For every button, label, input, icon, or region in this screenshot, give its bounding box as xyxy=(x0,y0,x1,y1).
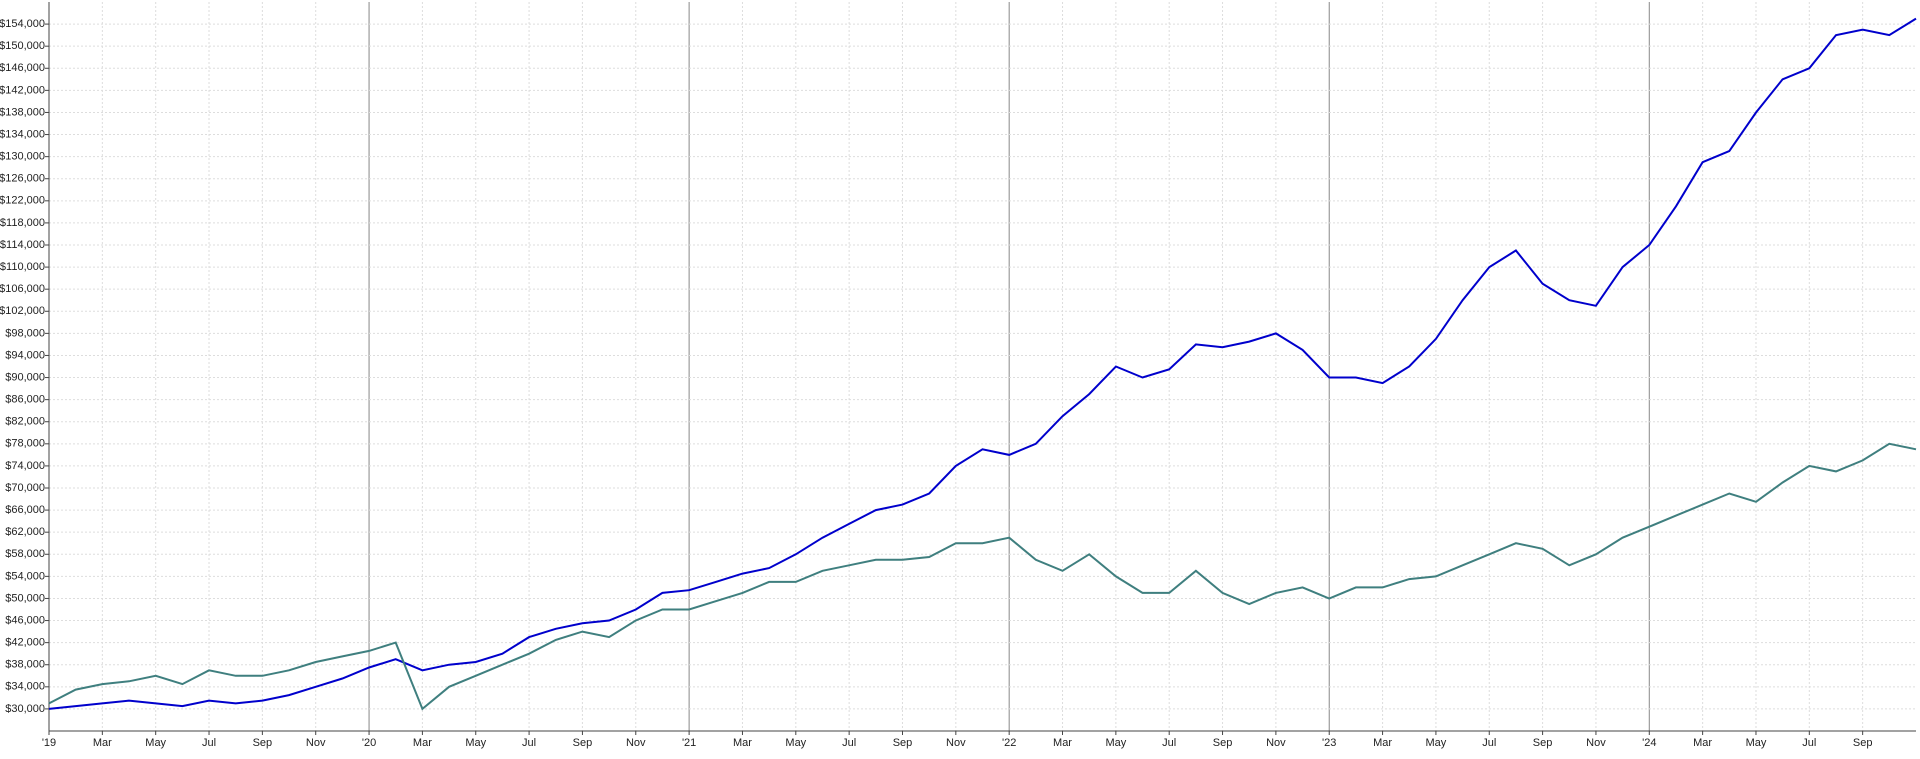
x-tick-label: Jul xyxy=(202,737,216,749)
y-tick-label: $122,000 xyxy=(0,195,45,207)
y-tick-label: $146,000 xyxy=(0,62,45,74)
y-tick-label: $142,000 xyxy=(0,84,45,96)
y-tick-label: $50,000 xyxy=(5,592,45,604)
x-tick-label: Mar xyxy=(1373,737,1392,749)
y-tick-label: $106,000 xyxy=(0,283,45,295)
x-tick-label: '24 xyxy=(1642,737,1656,749)
y-tick-label: $82,000 xyxy=(5,416,45,428)
y-tick-label: $94,000 xyxy=(5,349,45,361)
y-tick-label: $46,000 xyxy=(5,614,45,626)
x-tick-label: May xyxy=(1426,737,1447,749)
x-tick-label: Nov xyxy=(306,737,326,749)
y-tick-label: $118,000 xyxy=(0,217,45,229)
x-tick-label: '21 xyxy=(682,737,696,749)
y-tick-label: $70,000 xyxy=(5,482,45,494)
x-tick-label: May xyxy=(1105,737,1126,749)
x-tick-label: Nov xyxy=(1266,737,1286,749)
x-tick-label: Nov xyxy=(1586,737,1606,749)
y-tick-label: $78,000 xyxy=(5,438,45,450)
x-tick-label: '19 xyxy=(42,737,56,749)
x-tick-label: Jul xyxy=(1802,737,1816,749)
x-tick-label: May xyxy=(1746,737,1767,749)
x-tick-label: Sep xyxy=(1213,737,1233,749)
x-tick-label: Jul xyxy=(522,737,536,749)
x-tick-label: Nov xyxy=(946,737,966,749)
y-tick-label: $86,000 xyxy=(5,394,45,406)
x-tick-label: '22 xyxy=(1002,737,1016,749)
x-tick-label: Jul xyxy=(1482,737,1496,749)
y-tick-label: $30,000 xyxy=(5,703,45,715)
x-tick-label: May xyxy=(145,737,166,749)
x-tick-label: '20 xyxy=(362,737,376,749)
y-tick-label: $126,000 xyxy=(0,173,45,185)
y-tick-label: $114,000 xyxy=(0,239,45,251)
x-tick-label: May xyxy=(785,737,806,749)
x-tick-label: Sep xyxy=(893,737,913,749)
y-tick-label: $102,000 xyxy=(0,305,45,317)
y-tick-label: $134,000 xyxy=(0,128,45,140)
y-tick-label: $54,000 xyxy=(5,570,45,582)
series-line xyxy=(48,442,1917,711)
x-tick-label: May xyxy=(465,737,486,749)
x-tick-label: Mar xyxy=(93,737,112,749)
x-tick-label: Mar xyxy=(1053,737,1072,749)
y-tick-label: $66,000 xyxy=(5,504,45,516)
x-tick-label: Sep xyxy=(253,737,273,749)
x-tick-label: Mar xyxy=(1693,737,1712,749)
x-tick-label: '23 xyxy=(1322,737,1336,749)
x-tick-label: Mar xyxy=(413,737,432,749)
x-tick-label: Mar xyxy=(733,737,752,749)
y-tick-label: $38,000 xyxy=(5,659,45,671)
y-tick-label: $154,000 xyxy=(0,18,45,30)
y-tick-label: $130,000 xyxy=(0,151,45,163)
y-tick-label: $150,000 xyxy=(0,40,45,52)
x-tick-label: Nov xyxy=(626,737,646,749)
x-tick-label: Jul xyxy=(1162,737,1176,749)
y-tick-label: $98,000 xyxy=(5,327,45,339)
x-tick-label: Sep xyxy=(573,737,593,749)
y-tick-label: $34,000 xyxy=(5,681,45,693)
y-tick-label: $62,000 xyxy=(5,526,45,538)
x-tick-label: Sep xyxy=(1533,737,1553,749)
y-tick-label: $110,000 xyxy=(0,261,45,273)
x-tick-label: Sep xyxy=(1853,737,1873,749)
x-tick-label: Jul xyxy=(842,737,856,749)
y-tick-label: $90,000 xyxy=(5,371,45,383)
y-tick-label: $42,000 xyxy=(5,637,45,649)
series-line xyxy=(48,17,1917,710)
y-tick-label: $74,000 xyxy=(5,460,45,472)
y-tick-label: $138,000 xyxy=(0,106,45,118)
y-tick-label: $58,000 xyxy=(5,548,45,560)
